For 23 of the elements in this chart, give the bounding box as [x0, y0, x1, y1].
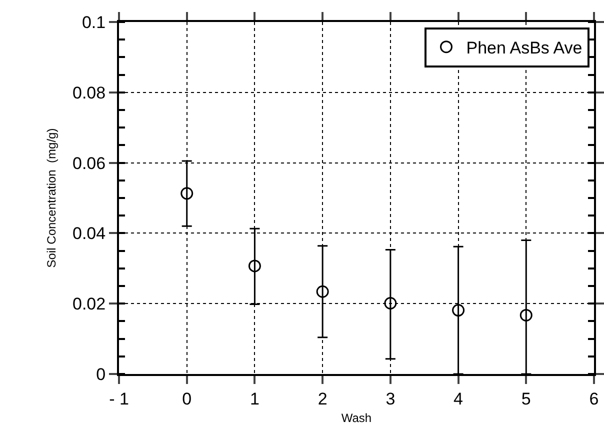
- point: [452, 304, 465, 317]
- x-tick-label: 1: [250, 389, 260, 408]
- y-axis-title: Soil Concentration (mg/g): [44, 128, 58, 268]
- x-tick-label: 6: [589, 389, 599, 408]
- y-tick-label: 0.08: [72, 83, 106, 102]
- y-tick-label: 0: [96, 364, 106, 384]
- legend-label: Phen AsBs Ave: [466, 38, 582, 58]
- point: [248, 260, 261, 272]
- point: [384, 297, 397, 310]
- y-tick-label: 0.02: [72, 294, 106, 314]
- x-tick-label: 4: [454, 389, 464, 408]
- y-tick-label: 0.1: [82, 12, 106, 32]
- x-tick-label: 2: [318, 389, 328, 408]
- x-tick-label: - 1: [109, 389, 129, 408]
- x-axis-title: Wash: [341, 410, 372, 425]
- x-tick-label: 3: [386, 389, 396, 408]
- point: [316, 285, 329, 298]
- y-tick-label: 0.06: [72, 154, 106, 173]
- point: [180, 187, 194, 200]
- x-tick-label: 0: [182, 389, 192, 408]
- x-tick-label: 5: [521, 389, 531, 408]
- point: [520, 308, 532, 322]
- y-tick-label: 0.04: [72, 224, 106, 244]
